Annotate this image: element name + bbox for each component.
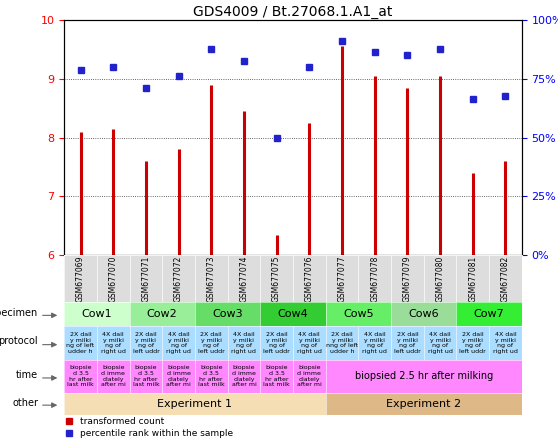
Text: GSM677079: GSM677079 (403, 255, 412, 302)
Text: Cow6: Cow6 (408, 309, 439, 319)
Text: biopsie
d 3.5
hr after
last milk: biopsie d 3.5 hr after last milk (67, 365, 94, 388)
Text: 2X dail
y milki
ng of
left uddr: 2X dail y milki ng of left uddr (198, 332, 225, 354)
Text: 2X dail
y milki
ng of
left uddr: 2X dail y milki ng of left uddr (459, 332, 486, 354)
Text: Cow7: Cow7 (474, 309, 504, 319)
Text: transformed count: transformed count (80, 417, 165, 426)
Title: GDS4009 / Bt.27068.1.A1_at: GDS4009 / Bt.27068.1.A1_at (193, 5, 393, 19)
Text: GSM677076: GSM677076 (305, 255, 314, 302)
Text: GSM677074: GSM677074 (239, 255, 248, 302)
Text: 4X dail
y milki
ng of
right ud: 4X dail y milki ng of right ud (427, 332, 453, 354)
Text: Cow3: Cow3 (212, 309, 243, 319)
Text: Cow4: Cow4 (277, 309, 309, 319)
Text: biopsie
d imme
diately
after mi: biopsie d imme diately after mi (166, 365, 191, 388)
Text: Experiment 1: Experiment 1 (157, 399, 232, 409)
Text: 2X dail
y milki
ng of
left uddr: 2X dail y milki ng of left uddr (394, 332, 421, 354)
Text: 4X dail
y milki
ng of
right ud: 4X dail y milki ng of right ud (166, 332, 191, 354)
Text: biopsie
d imme
diately
after mi: biopsie d imme diately after mi (101, 365, 126, 388)
Text: 4X dail
y milki
ng of
right ud: 4X dail y milki ng of right ud (232, 332, 256, 354)
Text: 4X dail
y milki
ng of
right ud: 4X dail y milki ng of right ud (493, 332, 518, 354)
Text: 2X dail
y milki
ng of
left uddr: 2X dail y milki ng of left uddr (132, 332, 159, 354)
Text: time: time (16, 369, 38, 380)
Text: GSM677082: GSM677082 (501, 255, 510, 302)
Text: biopsie
d imme
diately
after mi: biopsie d imme diately after mi (232, 365, 256, 388)
Text: percentile rank within the sample: percentile rank within the sample (80, 429, 233, 438)
Text: protocol: protocol (0, 336, 38, 346)
Text: GSM677077: GSM677077 (338, 255, 347, 302)
Text: Cow2: Cow2 (147, 309, 177, 319)
Text: 2X dail
y milki
ng of
left uddr: 2X dail y milki ng of left uddr (263, 332, 290, 354)
Text: GSM677073: GSM677073 (207, 255, 216, 302)
Text: biopsie
d 3.5
hr after
last milk: biopsie d 3.5 hr after last milk (198, 365, 225, 388)
Text: biopsie
d 3.5
hr after
last milk: biopsie d 3.5 hr after last milk (132, 365, 159, 388)
Text: biopsied 2.5 hr after milking: biopsied 2.5 hr after milking (354, 371, 493, 381)
Text: GSM677078: GSM677078 (370, 255, 379, 302)
Text: GSM677069: GSM677069 (76, 255, 85, 302)
Text: other: other (12, 398, 38, 408)
Text: GSM677075: GSM677075 (272, 255, 281, 302)
Text: GSM677070: GSM677070 (109, 255, 118, 302)
Text: GSM677071: GSM677071 (141, 255, 150, 302)
Text: biopsie
d 3.5
hr after
last milk: biopsie d 3.5 hr after last milk (263, 365, 290, 388)
Text: 4X dail
y milki
ng of
right ud: 4X dail y milki ng of right ud (101, 332, 126, 354)
Text: specimen: specimen (0, 308, 38, 318)
Text: GSM677081: GSM677081 (468, 255, 477, 302)
Text: Cow1: Cow1 (81, 309, 112, 319)
Text: Experiment 2: Experiment 2 (386, 399, 461, 409)
Text: 2X dail
y milki
nng of left
udder h: 2X dail y milki nng of left udder h (326, 332, 358, 354)
Text: 4X dail
y milki
ng of
right ud: 4X dail y milki ng of right ud (297, 332, 322, 354)
Text: biopsie
d imme
diately
after mi: biopsie d imme diately after mi (297, 365, 321, 388)
Text: 2X dail
y milki
ng of left
udder h: 2X dail y milki ng of left udder h (66, 332, 94, 354)
Text: GSM677080: GSM677080 (436, 255, 445, 302)
Text: GSM677072: GSM677072 (174, 255, 183, 302)
Text: 4X dail
y milki
ng of
right ud: 4X dail y milki ng of right ud (362, 332, 387, 354)
Text: Cow5: Cow5 (343, 309, 374, 319)
